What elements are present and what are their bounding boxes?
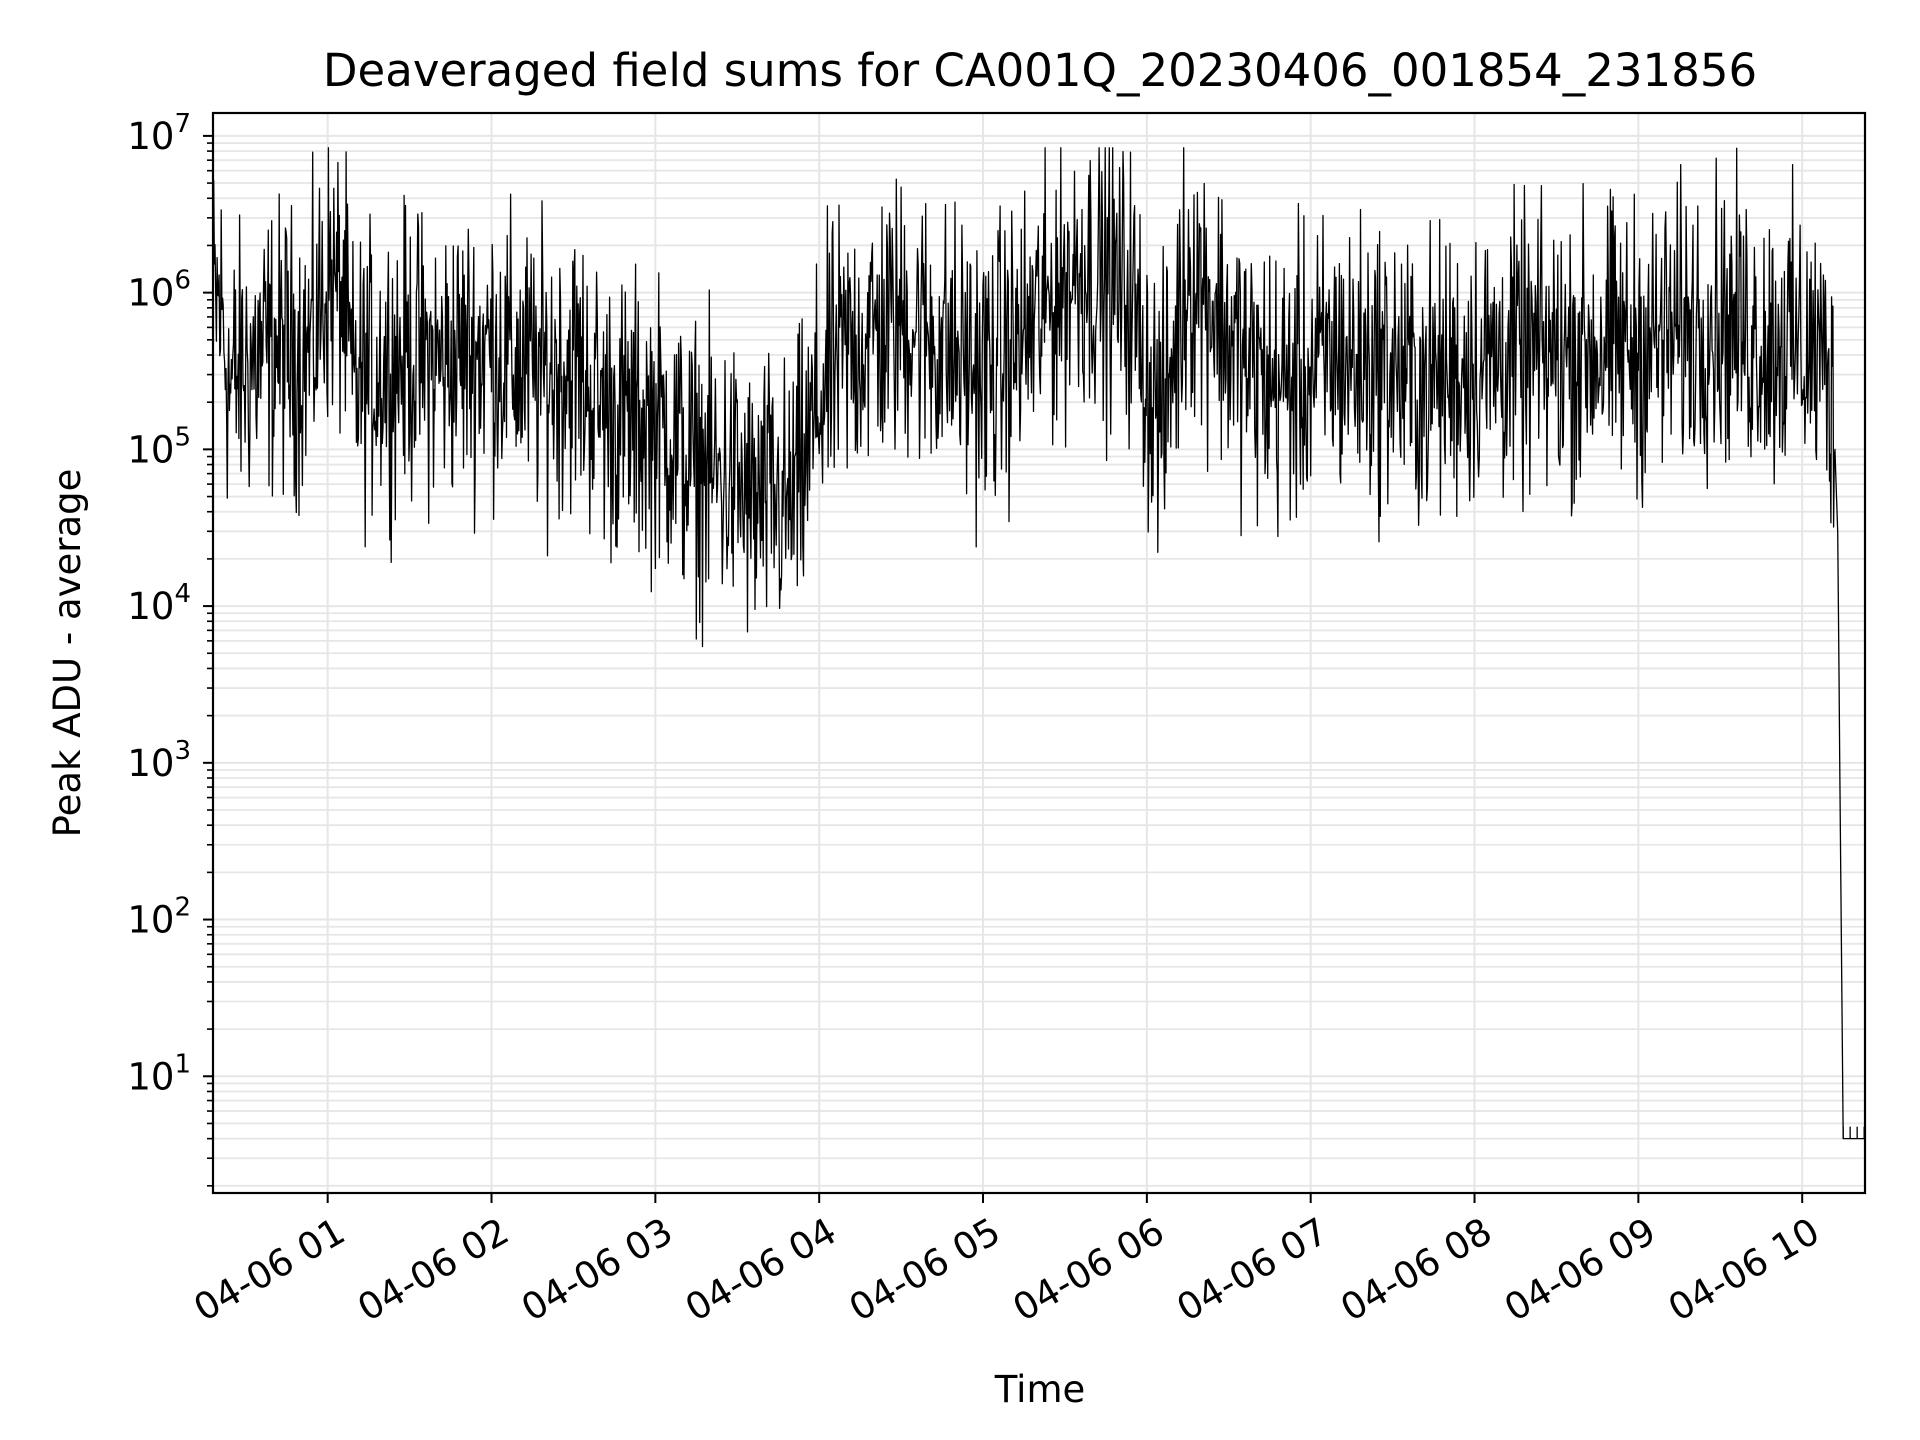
chart-title: Deaveraged field sums for CA001Q_2023040… xyxy=(323,44,1757,97)
y-tick-label: 107 xyxy=(127,109,191,158)
x-axis-label: Time xyxy=(994,1368,1086,1411)
y-tick-label: 106 xyxy=(127,266,191,315)
y-tick-label: 101 xyxy=(127,1049,191,1098)
series-line xyxy=(212,147,1865,1140)
y-tick-label: 105 xyxy=(127,422,191,471)
grid-lines xyxy=(213,113,1865,1193)
y-tick-label: 103 xyxy=(127,736,191,785)
y-axis-label: Peak ADU - average xyxy=(46,469,89,838)
y-tick-label: 102 xyxy=(127,893,191,942)
plot-frame xyxy=(211,111,1867,1195)
y-tick-label: 104 xyxy=(127,579,191,628)
